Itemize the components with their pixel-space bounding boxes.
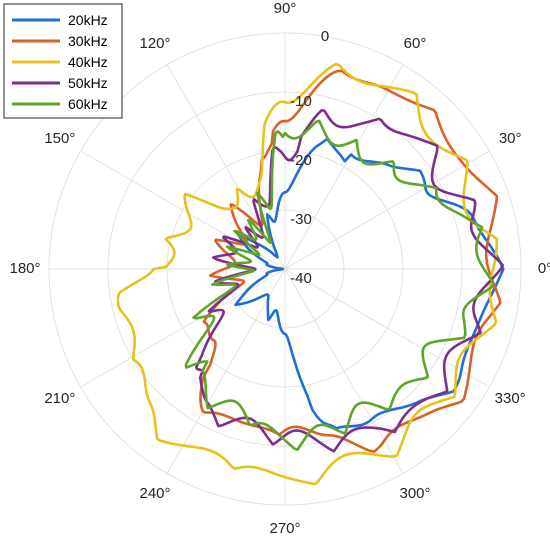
legend: 20kHz 30kHz 40kHz 50kHz 60kHz bbox=[3, 3, 123, 119]
series-line-50kHz bbox=[194, 109, 504, 453]
grid-spoke bbox=[284, 64, 404, 270]
angle-tick-label: 210° bbox=[44, 390, 75, 407]
angle-tick-label: 330° bbox=[495, 390, 526, 407]
angle-tick-label: 180° bbox=[9, 260, 40, 277]
series-line-20kHz bbox=[234, 137, 505, 430]
grid-spoke bbox=[284, 150, 490, 270]
radius-tick-labels: 0 -10 -20 -30 -40 bbox=[290, 28, 329, 287]
angle-tick-label: 150° bbox=[44, 130, 75, 147]
angle-tick-label: 90° bbox=[274, 0, 297, 17]
series-line-30kHz bbox=[199, 69, 502, 453]
legend-label-50kHz: 50kHz bbox=[68, 75, 108, 91]
series-line-60kHz bbox=[184, 119, 495, 451]
radius-tick-label: -10 bbox=[290, 93, 312, 110]
angle-tick-label: 30° bbox=[499, 130, 522, 147]
radius-tick-label: -40 bbox=[290, 270, 312, 287]
grid-spoke bbox=[166, 64, 286, 270]
radius-tick-label: -20 bbox=[290, 152, 312, 169]
angle-tick-label: 120° bbox=[139, 35, 170, 52]
radius-tick-label: 0 bbox=[321, 28, 329, 45]
angle-tick-label: 240° bbox=[139, 485, 170, 502]
series-layer bbox=[116, 62, 505, 486]
legend-label-20kHz: 20kHz bbox=[68, 12, 108, 28]
angle-tick-label: 270° bbox=[269, 520, 300, 536]
radius-tick-label: -30 bbox=[290, 211, 312, 228]
angle-tick-label: 300° bbox=[399, 485, 430, 502]
grid-spoke bbox=[80, 268, 286, 388]
series-line-40kHz bbox=[116, 62, 499, 486]
angle-tick-label: 60° bbox=[404, 35, 427, 52]
grid-spoke bbox=[284, 268, 490, 388]
grid-spoke bbox=[80, 150, 286, 270]
legend-label-30kHz: 30kHz bbox=[68, 33, 108, 49]
angle-tick-label: 0° bbox=[538, 260, 550, 277]
polar-grid bbox=[48, 32, 522, 506]
grid-spoke bbox=[284, 268, 404, 474]
legend-label-60kHz: 60kHz bbox=[68, 96, 108, 112]
legend-label-40kHz: 40kHz bbox=[68, 54, 108, 70]
grid-spoke bbox=[166, 268, 286, 474]
angle-tick-labels: 0° 30° 60° 90° 120° 150° 180° 210° 240° 270° 300° 3… bbox=[9, 0, 550, 536]
